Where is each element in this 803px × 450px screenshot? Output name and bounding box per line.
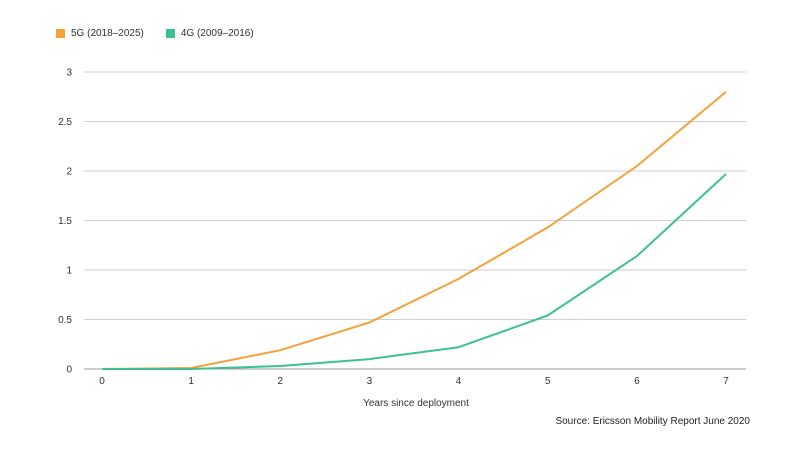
source-note: Source: Ericsson Mobility Report June 20… bbox=[555, 416, 750, 427]
x-tick-label: 5 bbox=[545, 376, 551, 387]
y-tick-label: 0.5 bbox=[58, 315, 72, 326]
series-line-4g bbox=[102, 173, 727, 370]
x-tick-label: 4 bbox=[456, 376, 462, 387]
grid bbox=[84, 71, 746, 370]
legend-label-5g: 5G (2018–2025) bbox=[71, 28, 144, 39]
legend: 5G (2018–2025) 4G (2009–2016) bbox=[56, 28, 276, 39]
legend-item-4g: 4G (2009–2016) bbox=[165, 28, 254, 39]
y-tick-label: 1.5 bbox=[58, 216, 72, 227]
legend-swatch-4g bbox=[165, 29, 175, 38]
y-tick-label: 2.5 bbox=[58, 117, 72, 128]
x-tick-label: 7 bbox=[723, 376, 729, 387]
legend-swatch-5g bbox=[56, 29, 65, 38]
x-tick-label: 2 bbox=[278, 376, 284, 387]
legend-item-5g: 5G (2018–2025) bbox=[56, 28, 144, 39]
x-axis-ticks: 0 1 2 3 4 5 6 7 bbox=[99, 376, 729, 387]
series-line-5g bbox=[101, 91, 727, 370]
x-tick-label: 6 bbox=[634, 376, 640, 387]
y-tick-label: 2 bbox=[66, 167, 72, 178]
y-tick-label: 1 bbox=[66, 266, 72, 277]
x-axis-title: Years since deployment bbox=[363, 398, 469, 409]
y-axis-ticks: 0 0.5 1 1.5 2 2.5 3 bbox=[58, 68, 72, 376]
x-tick-label: 0 bbox=[99, 376, 105, 387]
x-tick-label: 1 bbox=[188, 376, 194, 387]
x-tick-label: 3 bbox=[367, 376, 373, 387]
series-lines bbox=[101, 91, 727, 370]
legend-label-4g: 4G (2009–2016) bbox=[180, 28, 254, 39]
y-tick-label: 0 bbox=[66, 365, 72, 376]
y-tick-label: 3 bbox=[66, 68, 72, 79]
